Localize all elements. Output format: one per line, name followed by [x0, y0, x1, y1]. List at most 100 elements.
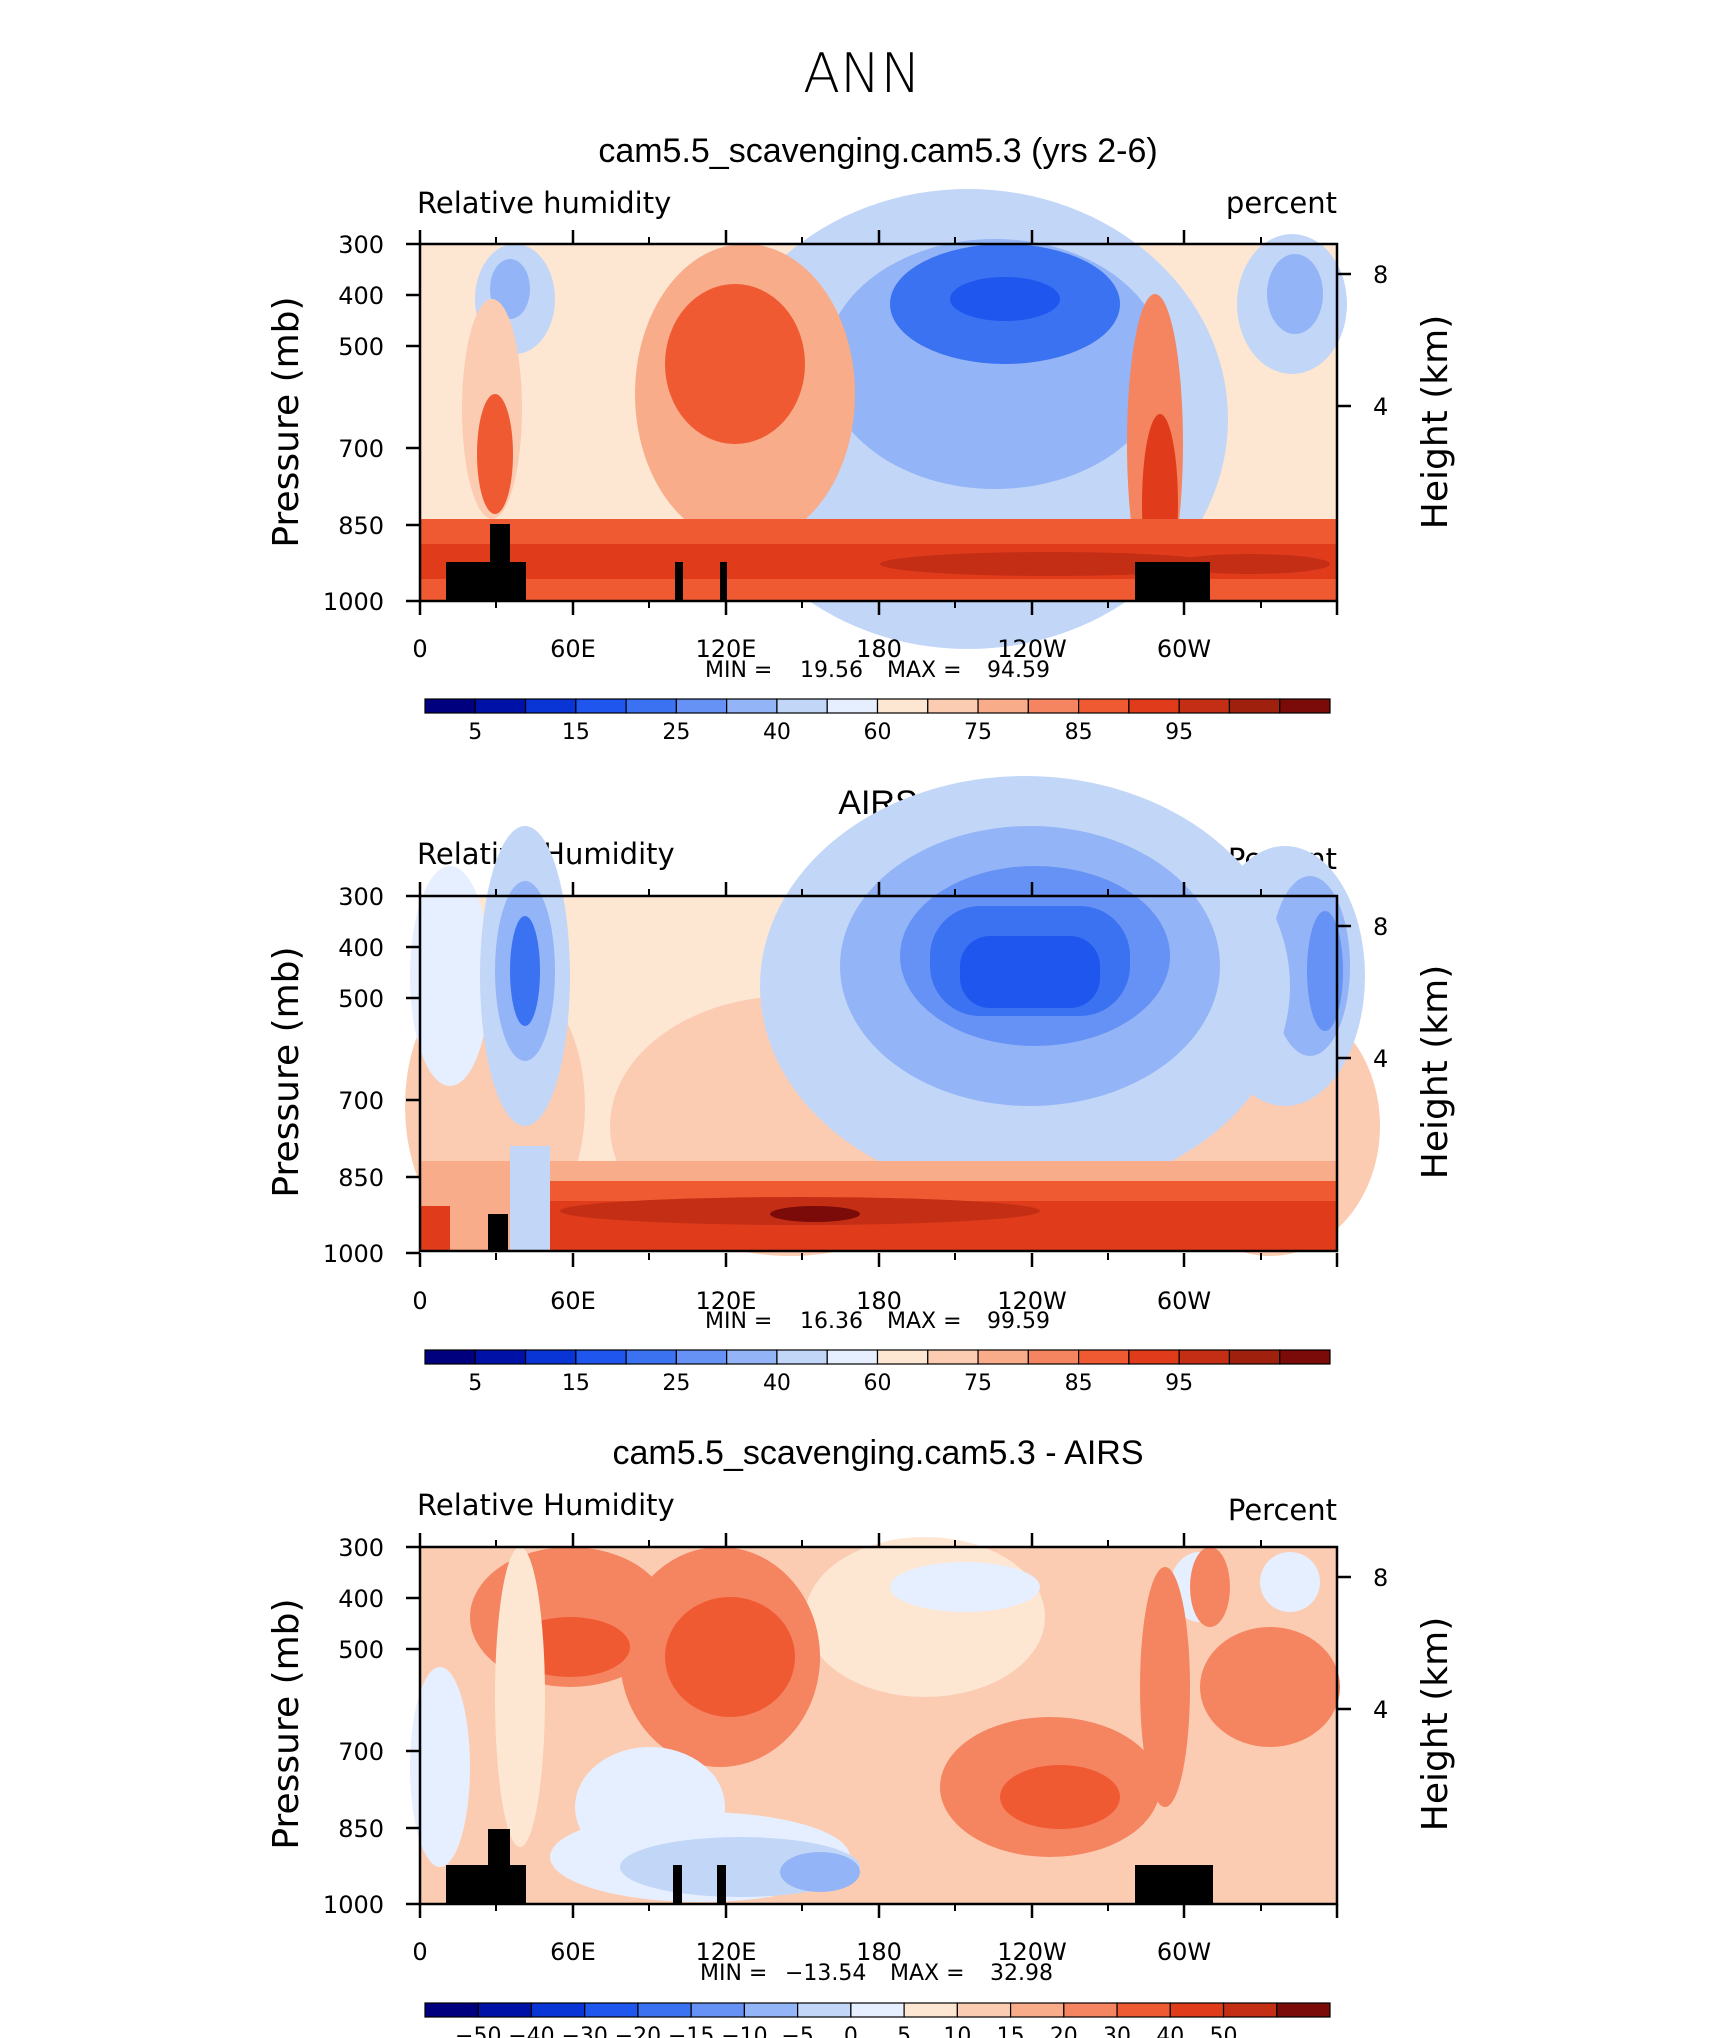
contour-blob — [770, 1206, 860, 1222]
contour-blob — [665, 284, 805, 444]
colorbar-swatch — [977, 1349, 1029, 1365]
colorbar-label: 25 — [662, 1371, 690, 1396]
x-tick-label: 60E — [550, 635, 596, 663]
colorbar-swatch — [1027, 698, 1080, 714]
colorbar-label: 5 — [468, 720, 482, 745]
colorbar-swatch — [675, 698, 728, 714]
colorbar-swatch — [1228, 698, 1281, 714]
colorbar-swatch — [826, 698, 879, 714]
colorbar-swatch — [424, 698, 476, 714]
left-label: Relative humidity — [417, 186, 671, 220]
colorbar-swatch — [876, 698, 929, 714]
colorbar-swatch — [1078, 1349, 1130, 1365]
colorbar-swatch — [424, 1349, 476, 1365]
colorbar-swatch — [1009, 2002, 1065, 2018]
axis-ticks: 0 60E 120E 180 120W 60W 300 400 500 700 850 1000 8 4 — [323, 882, 1388, 1315]
colorbar-swatch — [524, 698, 577, 714]
colorbar-swatch — [927, 1349, 979, 1365]
stats-min-label: MIN = — [705, 1309, 772, 1334]
plot-area: 0 60E 120E 180 120W 60W 300 400 500 700 850 1000 8 4 — [323, 1533, 1388, 1966]
colorbar-swatch — [876, 1349, 929, 1365]
y-tick-label: 400 — [338, 1585, 384, 1613]
y-tick-label: 500 — [338, 333, 384, 361]
topography-mask — [488, 1829, 510, 1869]
x-tick-label: 60W — [1157, 1938, 1211, 1966]
panel-2: AIRS Relative Humidity Percent — [266, 776, 1456, 1396]
colorbar-swatch — [1078, 698, 1130, 714]
y-tick-label: 300 — [338, 231, 384, 259]
height-tick-label: 8 — [1373, 913, 1388, 941]
y-axis-right-label: Height (km) — [1415, 965, 1456, 1179]
topography-mask — [717, 1865, 726, 1904]
colorbar-swatch — [575, 698, 627, 714]
y-tick-label: 850 — [338, 1164, 384, 1192]
stats-min: −13.54 — [785, 1961, 866, 1986]
colorbar-swatch — [1063, 2002, 1118, 2018]
plot-area: 0 60E 120E 180 120W 60W 300 400 500 700 850 1000 8 4 — [323, 189, 1388, 663]
colorbar-label: 25 — [662, 720, 690, 745]
y-tick-label: 700 — [338, 1738, 384, 1766]
axis-ticks: 0 60E 120E 180 120W 60W 300 400 500 700 850 1000 8 4 — [323, 1533, 1388, 1966]
height-tick-label: 4 — [1373, 1045, 1388, 1073]
y-tick-label: 700 — [338, 1087, 384, 1115]
colorbar-label: −30 — [561, 2024, 607, 2038]
x-tick-label: 120W — [997, 1287, 1067, 1315]
y-tick-label: 1000 — [323, 1240, 384, 1268]
x-tick-label: 60W — [1157, 635, 1211, 663]
y-tick-label: 700 — [338, 435, 384, 463]
y-tick-label: 500 — [338, 1636, 384, 1664]
topography-mask — [446, 1865, 526, 1904]
x-tick-label: 120E — [696, 1287, 757, 1315]
colorbar-swatch — [1178, 1349, 1231, 1365]
colorbar-label: −15 — [668, 2024, 714, 2038]
y-tick-label: 400 — [338, 934, 384, 962]
stats-max-label: MAX = — [887, 658, 962, 683]
contour-blob — [1260, 1552, 1320, 1612]
colorbar-label: 15 — [562, 720, 590, 745]
colorbar-label: 5 — [897, 2024, 911, 2038]
colorbar-swatch — [530, 2002, 586, 2018]
contour-blob — [890, 1562, 1040, 1612]
colorbar-label: −10 — [721, 2024, 767, 2038]
contour-blob — [1190, 1547, 1230, 1627]
stats-max-label: MAX = — [890, 1961, 965, 1986]
colorbar-swatch — [797, 2002, 852, 2018]
colorbar-label: 40 — [763, 1371, 791, 1396]
topography-mask — [720, 562, 727, 601]
stats-min-label: MIN = — [705, 658, 772, 683]
colorbar-label: 75 — [964, 1371, 992, 1396]
colorbar-swatch — [903, 2002, 958, 2018]
colorbar-swatch — [1027, 1349, 1080, 1365]
colorbar-label: 85 — [1065, 1371, 1093, 1396]
contour-blob — [780, 1852, 860, 1892]
topography-mask — [446, 562, 526, 601]
contour-blob — [950, 277, 1060, 321]
x-tick-label: 0 — [412, 635, 427, 663]
x-tick-label: 180 — [856, 1938, 902, 1966]
colorbar-swatch — [850, 2002, 905, 2018]
height-tick-label: 4 — [1373, 393, 1388, 421]
contour-blob — [1140, 1567, 1190, 1807]
y-tick-label: 300 — [338, 1534, 384, 1562]
panel-title: cam5.5_scavenging.cam5.3 (yrs 2-6) — [598, 132, 1157, 170]
colorbar-swatch — [927, 698, 979, 714]
contour-blob — [420, 1206, 450, 1251]
colorbar-swatch — [776, 698, 828, 714]
stats-min: 16.36 — [800, 1309, 863, 1334]
colorbar-swatch — [977, 698, 1029, 714]
panel-title: cam5.5_scavenging.cam5.3 - AIRS — [612, 1434, 1143, 1472]
height-tick-label: 8 — [1373, 1564, 1388, 1592]
y-tick-label: 1000 — [323, 588, 384, 616]
topography-mask — [675, 562, 683, 601]
colorbar-label: −50 — [455, 2024, 501, 2038]
colorbar-swatch — [1128, 698, 1180, 714]
colorbar-swatch — [1128, 1349, 1180, 1365]
left-label: Relative Humidity — [417, 1488, 675, 1522]
colorbar-label: 75 — [964, 720, 992, 745]
colorbar-swatch — [1276, 2002, 1331, 2018]
y-tick-label: 1000 — [323, 1891, 384, 1919]
colorbar-swatch — [1169, 2002, 1225, 2018]
colorbar-swatch — [675, 1349, 728, 1365]
stats-max: 99.59 — [987, 1309, 1050, 1334]
topography-mask — [1135, 562, 1210, 601]
